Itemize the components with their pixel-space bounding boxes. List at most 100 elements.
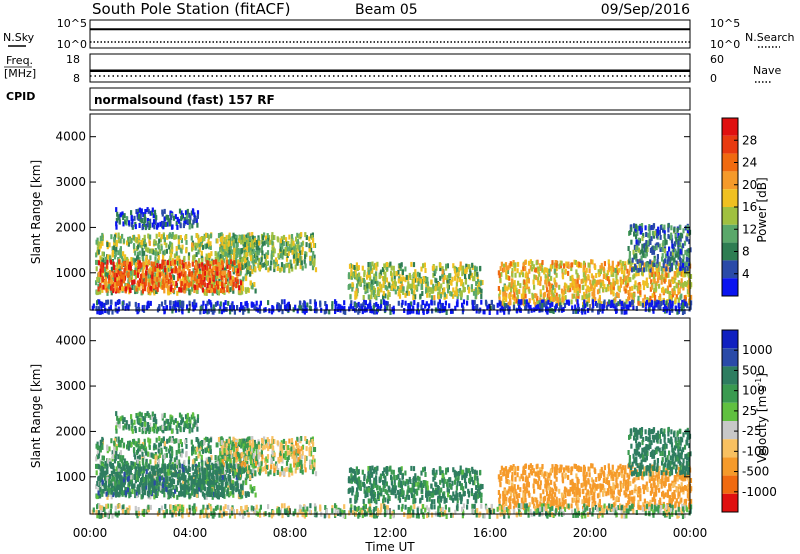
power-cell xyxy=(262,262,265,268)
velocity-cell xyxy=(247,436,250,442)
velocity-cell xyxy=(141,451,144,457)
power-cell xyxy=(290,242,293,248)
power-cell xyxy=(145,246,148,252)
power-cell xyxy=(182,263,185,269)
velocity-cell xyxy=(147,451,150,457)
power-cell xyxy=(382,282,385,288)
power-cell xyxy=(356,283,359,289)
power-cell xyxy=(261,235,265,241)
power-cell xyxy=(410,289,414,295)
power-cell xyxy=(106,259,109,265)
velocity-cell xyxy=(205,436,208,442)
power-cell xyxy=(285,241,288,247)
velocity-cell xyxy=(137,438,140,444)
velocity-cell xyxy=(99,493,102,499)
power-cell xyxy=(392,265,395,271)
power-cell xyxy=(308,247,311,253)
power-cell xyxy=(636,245,639,251)
power-cell xyxy=(209,233,213,239)
velocity-cell xyxy=(126,460,129,466)
power-cell xyxy=(170,277,173,283)
velocity-cell xyxy=(191,450,194,456)
power-cell xyxy=(155,215,158,221)
power-cell xyxy=(388,292,391,297)
power-cell xyxy=(687,262,690,268)
velocity-cell xyxy=(169,459,172,465)
power-cell xyxy=(390,265,393,271)
power-cell xyxy=(581,278,585,284)
power-cell xyxy=(300,232,303,237)
power-cell xyxy=(615,302,618,308)
freq-label-line2: [MHz] xyxy=(4,67,36,80)
power-cell xyxy=(226,252,230,258)
power-cell xyxy=(177,239,180,245)
power-cell xyxy=(191,242,194,248)
power-cell xyxy=(386,262,389,267)
power-cell xyxy=(496,302,499,308)
power-cell xyxy=(218,308,221,314)
power-cell xyxy=(412,305,415,311)
power-cell xyxy=(509,292,512,297)
power-cell xyxy=(299,255,302,261)
power-cell xyxy=(514,266,517,272)
power-cell xyxy=(158,272,162,278)
power-cell xyxy=(430,300,433,306)
power-cell xyxy=(412,272,415,278)
power-cell xyxy=(671,252,674,257)
power-cell xyxy=(671,255,674,261)
power-cell xyxy=(664,273,667,279)
velocity-cell xyxy=(254,492,257,498)
power-cell xyxy=(651,293,654,299)
power-cell xyxy=(257,245,260,251)
power-cell xyxy=(180,248,183,254)
power-cell xyxy=(283,299,286,305)
power-cell xyxy=(114,301,117,307)
power-cell xyxy=(424,268,427,273)
power-cell xyxy=(190,277,193,283)
power-cell xyxy=(99,289,102,295)
power-cell xyxy=(223,270,226,276)
power-cell xyxy=(571,305,574,311)
power-cell xyxy=(686,280,689,286)
velocity-cell xyxy=(207,438,210,444)
power-cell xyxy=(350,269,353,275)
power-cell xyxy=(312,251,315,256)
velocity-cell xyxy=(140,444,143,449)
power-cell xyxy=(643,262,646,268)
power-cell xyxy=(413,300,416,305)
power-cell xyxy=(196,233,199,239)
power-cell xyxy=(144,225,147,231)
power-cell xyxy=(203,282,206,288)
power-cell xyxy=(119,238,122,244)
power-cell xyxy=(200,242,203,248)
power-cell xyxy=(112,261,115,267)
power-cell xyxy=(461,271,464,277)
power-cell xyxy=(143,250,146,256)
velocity-cell xyxy=(133,448,136,454)
power-cell xyxy=(170,244,174,250)
velocity-cell xyxy=(182,478,185,484)
power-cell xyxy=(641,260,644,266)
power-cell xyxy=(645,262,649,268)
power-cell xyxy=(125,220,128,226)
power-cell xyxy=(132,257,135,263)
power-cell xyxy=(263,253,266,259)
velocity-cell xyxy=(113,445,116,451)
power-cell xyxy=(153,239,156,245)
power-cell xyxy=(440,302,443,308)
power-cell xyxy=(655,263,659,269)
power-cell xyxy=(280,262,284,268)
power-cell xyxy=(684,297,687,302)
power-cell xyxy=(608,279,611,285)
power-cell xyxy=(680,293,683,299)
power-cell xyxy=(457,267,461,272)
power-cell xyxy=(663,224,666,230)
power-cell xyxy=(355,291,358,297)
power-cell xyxy=(420,304,423,310)
power-cell xyxy=(208,277,211,283)
power-cell xyxy=(598,303,601,309)
power-cell xyxy=(638,282,641,287)
power-cell xyxy=(648,302,651,308)
power-cell xyxy=(248,232,251,238)
power-cell xyxy=(142,256,145,262)
